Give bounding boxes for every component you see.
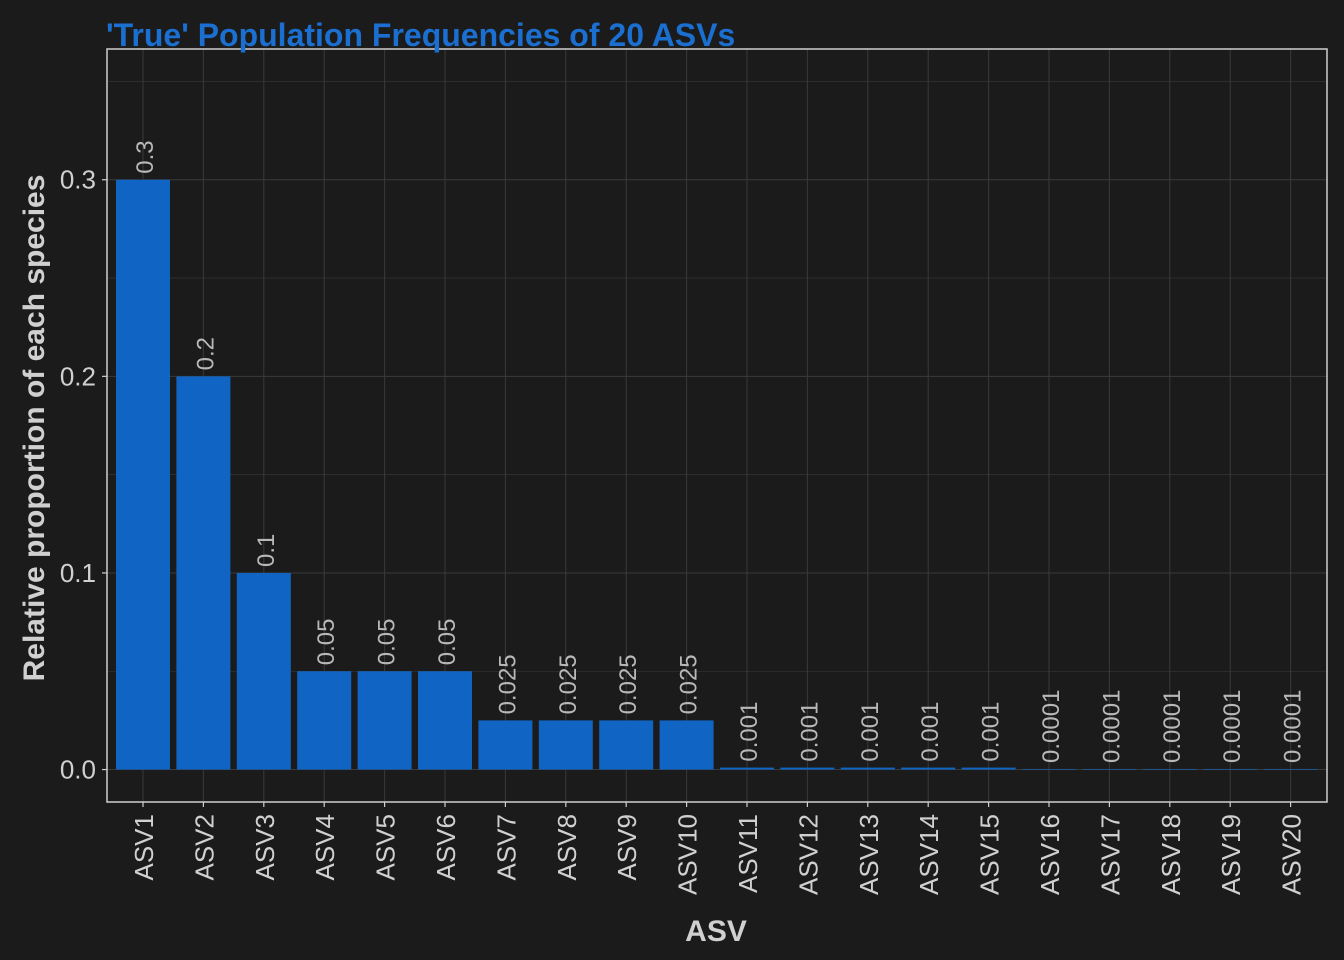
data-label: 0.0001: [1219, 690, 1246, 763]
x-tick-label: ASV5: [371, 814, 401, 881]
x-tick-label: ASV14: [914, 814, 944, 895]
bar-asv15: [961, 767, 1016, 770]
data-label: 0.0001: [1280, 690, 1307, 763]
bar-asv19: [1203, 768, 1258, 770]
data-label: 0.001: [796, 702, 823, 762]
bar-asv17: [1082, 768, 1137, 770]
bar-asv2: [176, 376, 231, 770]
bar-layer: [116, 179, 1318, 770]
data-label: 0.025: [555, 654, 582, 714]
x-tick-label: ASV17: [1095, 814, 1125, 895]
bar-asv18: [1142, 768, 1197, 770]
panel-border: [106, 48, 1328, 803]
x-tick-label: ASV4: [310, 814, 340, 881]
bar-asv6: [418, 671, 472, 770]
grid-layer: [107, 49, 1327, 802]
x-axis-title: ASV: [685, 915, 747, 948]
x-tick-label: ASV11: [733, 814, 763, 893]
data-label: 0.0001: [1098, 690, 1125, 763]
data-label: 0.1: [253, 534, 280, 567]
x-tick-label: ASV19: [1216, 814, 1246, 895]
y-axis-title: Relative proportion of each species: [18, 175, 51, 682]
bar-asv5: [357, 671, 412, 770]
y-tick-label: 0.1: [60, 558, 96, 588]
bar-asv3: [236, 572, 291, 770]
data-label: 0.025: [676, 654, 703, 714]
bar-asv7: [478, 720, 533, 770]
x-tick-label: ASV7: [491, 814, 521, 881]
data-label: 0.0001: [1038, 690, 1065, 763]
x-tick-label: ASV18: [1156, 814, 1186, 895]
x-tick-label: ASV3: [250, 814, 280, 881]
y-tick-label: 0.3: [60, 165, 96, 195]
data-label: 0.001: [857, 702, 884, 762]
bar-asv20: [1263, 768, 1318, 770]
bar-asv8: [538, 720, 593, 770]
bar-asv10: [659, 720, 714, 770]
data-label: 0.2: [192, 337, 219, 370]
x-tick-label: ASV1: [129, 814, 159, 881]
x-tick-label: ASV6: [431, 814, 461, 881]
x-tick-label: ASV12: [793, 814, 823, 895]
bar-asv12: [780, 767, 835, 770]
data-label: 0.001: [978, 702, 1005, 762]
bar-asv13: [840, 767, 895, 770]
y-tick-layer: 0.0 0.1 0.2 0.3: [60, 165, 107, 785]
data-label: 0.3: [132, 140, 159, 173]
chart-title: 'True' Population Frequencies of 20 ASVs: [106, 17, 735, 53]
x-tick-label: ASV10: [673, 814, 703, 895]
bar-asv16: [1022, 768, 1076, 770]
data-label: 0.05: [374, 619, 401, 666]
bar-asv1: [116, 179, 170, 770]
data-label: 0.025: [494, 654, 521, 714]
x-tick-label: ASV15: [975, 814, 1005, 895]
bar-asv14: [901, 767, 956, 770]
data-label-layer: 0.3 0.2 0.1 0.05 0.05 0.05 0.025 0.025 0.025 0.02…: [132, 140, 1307, 763]
data-label: 0.05: [313, 619, 340, 666]
bar-asv9: [599, 720, 654, 770]
x-tick-label: ASV2: [189, 814, 219, 881]
y-tick-label: 0.0: [60, 755, 96, 785]
data-label: 0.001: [917, 702, 944, 762]
x-tick-label: ASV16: [1035, 814, 1065, 895]
data-label: 0.0001: [1159, 690, 1186, 763]
x-tick-label: ASV9: [612, 814, 642, 881]
x-tick-layer: ASV1 ASV2 ASV3 ASV4 ASV5 ASV6 ASV7 ASV8 ASV9 ASV1…: [129, 802, 1307, 895]
x-tick-label: ASV20: [1277, 814, 1307, 895]
bar-asv4: [297, 671, 352, 770]
x-tick-label: ASV8: [552, 814, 582, 881]
data-label: 0.05: [434, 619, 461, 666]
y-tick-label: 0.2: [60, 361, 96, 391]
bar-asv11: [720, 767, 774, 770]
data-label: 0.025: [615, 654, 642, 714]
x-tick-label: ASV13: [854, 814, 884, 895]
data-label: 0.001: [736, 702, 763, 762]
